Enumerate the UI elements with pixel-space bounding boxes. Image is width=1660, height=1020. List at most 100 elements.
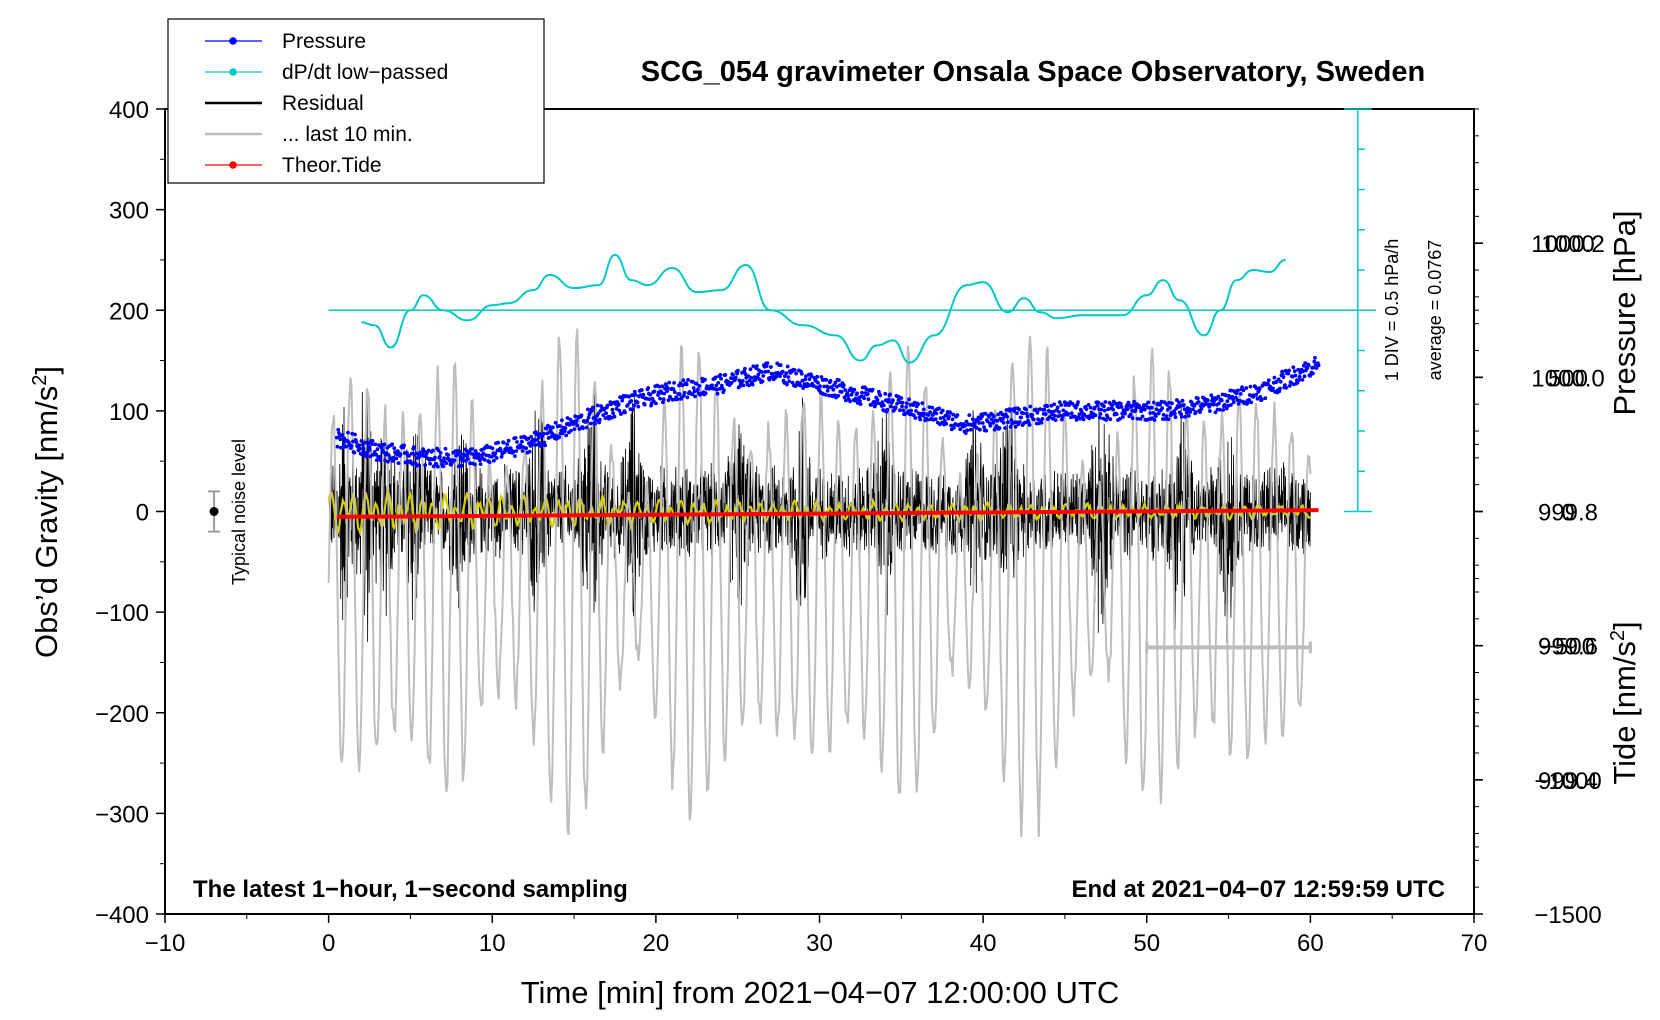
pressure-point [625,403,630,407]
pressure-point [1035,410,1040,415]
pressure-point [520,449,525,453]
pressure-point [965,428,970,433]
pressure-point [1225,399,1230,404]
y-axis-tide-title: Tide [nm/s2] [1607,621,1642,784]
pressure-point [855,391,859,396]
pressure-point [567,423,572,427]
pressure-point [755,364,759,368]
pressure-point [836,393,841,398]
pressure-point [833,380,838,385]
y-pressure-tick-label: 1000.2 [1531,231,1604,258]
pressure-point [652,389,657,394]
pressure-point [967,413,972,417]
pressure-point [1039,420,1044,425]
pressure-point [786,375,791,379]
pressure-point [869,403,874,407]
pressure-point [1131,403,1136,408]
pressure-point [1208,402,1213,407]
pressure-point [468,461,472,466]
pressure-point [524,446,528,451]
y-tide-tick-label: 1000 [1541,231,1594,258]
pressure-point [1013,406,1017,411]
pressure-point [787,379,791,384]
pressure-point [783,374,787,379]
pressure-point [761,374,766,378]
pressure-point [1119,405,1124,409]
pressure-point [1128,412,1133,417]
pressure-point [1146,400,1151,405]
pressure-point [881,403,886,408]
x-tick-label: 70 [1461,930,1488,957]
pressure-point [620,398,625,403]
pressure-point [815,374,820,379]
pressure-point [682,390,687,395]
pressure-point [1053,418,1058,422]
pressure-point [875,397,880,402]
pressure-point [848,399,852,404]
pressure-point [392,446,397,451]
pressure-point [988,423,993,428]
pressure-point [482,458,487,462]
pressure-point [633,393,638,397]
pressure-point [780,369,785,374]
pressure-point [614,406,619,411]
pressure-point [1208,409,1212,413]
pressure-point [858,402,863,406]
legend: Pressure dP/dt low−passed Residual ... last… [167,18,545,184]
pressure-point [543,443,547,448]
pressure-point [895,401,899,406]
pressure-point [635,400,640,405]
pressure-point [351,439,355,444]
pressure-point [476,452,481,457]
pressure-point [682,393,686,398]
pressure-point [1278,379,1283,384]
pressure-point [743,372,748,377]
pressure-point [346,430,350,435]
pressure-point [501,440,506,445]
pressure-point [749,375,754,380]
pressure-point [849,392,854,397]
pressure-point [646,386,651,390]
pressure-point [667,380,672,385]
pressure-point [431,448,435,453]
pressure-point [1152,418,1157,422]
last-10-min-line [327,328,1312,838]
pressure-point [870,387,875,392]
pressure-point [609,402,613,407]
pressure-point [964,419,969,424]
pressure-point [654,401,658,406]
pressure-point [770,371,775,376]
pressure-point [490,446,495,451]
pressure-point [1031,417,1036,422]
pressure-point [1024,411,1029,416]
pressure-point [337,431,341,435]
pressure-point [359,439,364,443]
pressure-point [715,391,720,396]
pressure-point [1023,420,1028,425]
pressure-point [548,425,552,429]
pressure-point [1172,411,1177,416]
pressure-point [1149,405,1154,410]
pressure-point [769,365,773,369]
pressure-point [1287,384,1292,388]
pressure-point [1082,412,1087,417]
pressure-point [585,418,590,423]
pressure-point [466,457,470,461]
pressure-point [1221,408,1226,412]
pressure-point [1167,400,1172,405]
pressure-point [1254,393,1258,397]
pressure-point [1055,405,1060,410]
pressure-point [740,379,745,383]
pressure-point [1001,420,1006,425]
pressure-point [1255,396,1260,401]
pressure-point [372,450,377,454]
pressure-point [748,367,753,372]
pressure-point [899,396,904,400]
pressure-point [743,366,747,371]
pressure-point [485,445,490,450]
pressure-point [1188,410,1193,414]
pressure-point [883,391,888,396]
pressure-point [888,392,892,397]
pressure-point [572,427,577,431]
pressure-point [756,372,761,377]
